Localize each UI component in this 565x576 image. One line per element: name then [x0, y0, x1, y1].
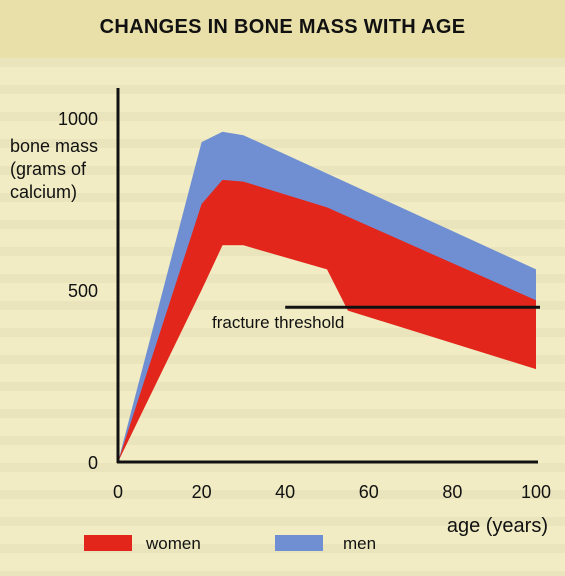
chart-title: CHANGES IN BONE MASS WITH AGE [99, 16, 466, 38]
x-tick-label: 100 [521, 482, 551, 502]
x-tick-label: 40 [275, 482, 295, 502]
title-bar: CHANGES IN BONE MASS WITH AGE [0, 0, 565, 58]
y-axis-title-line: (grams of [10, 159, 87, 179]
y-tick-label: 0 [88, 453, 98, 473]
legend-label-men: men [343, 534, 376, 553]
x-tick-label: 20 [192, 482, 212, 502]
y-tick-label: 1000 [58, 109, 98, 129]
fracture-threshold-label: fracture threshold [212, 313, 344, 332]
x-tick-label: 60 [359, 482, 379, 502]
y-axis-title-line: calcium) [10, 182, 77, 202]
band-women [118, 179, 536, 462]
legend-swatch-women [84, 535, 132, 551]
x-tick-label: 80 [442, 482, 462, 502]
y-tick-label: 500 [68, 281, 98, 301]
legend-label-women: women [145, 534, 201, 553]
y-axis-title-line: bone mass [10, 136, 98, 156]
legend-swatch-men [275, 535, 323, 551]
x-axis-title: age (years) [447, 515, 548, 537]
x-tick-label: 0 [113, 482, 123, 502]
